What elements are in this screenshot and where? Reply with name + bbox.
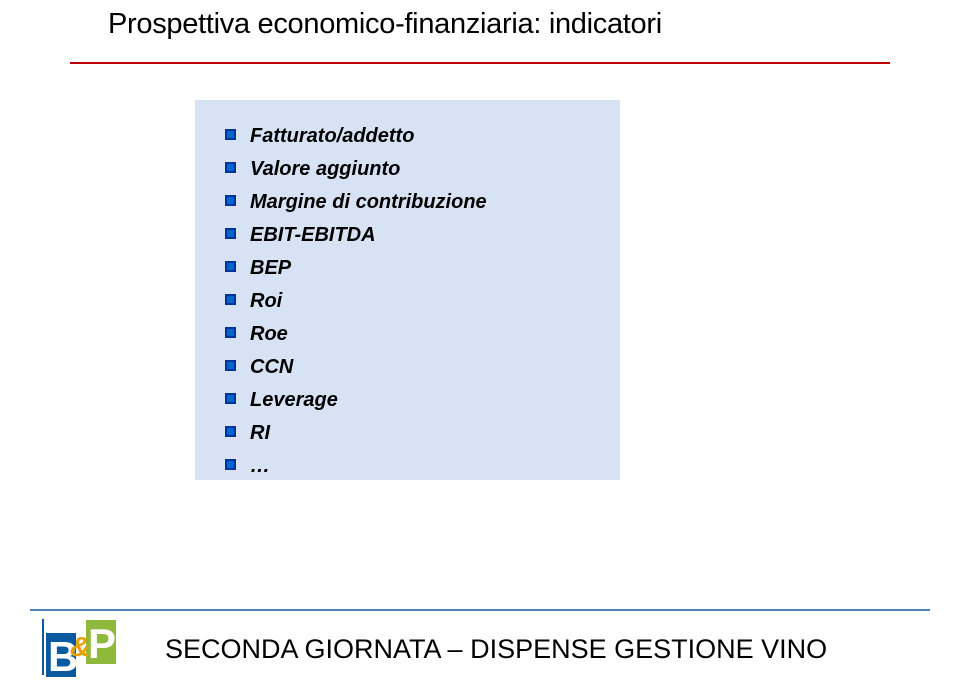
list-item: Roe <box>225 320 590 349</box>
item-text: … <box>250 452 270 481</box>
bullet-icon <box>225 261 236 272</box>
item-text: Fatturato/addetto <box>250 122 414 151</box>
list-item: Fatturato/addetto <box>225 122 590 151</box>
footer-text: SECONDA GIORNATA – DISPENSE GESTIONE VIN… <box>165 634 827 665</box>
footer-line <box>30 609 930 611</box>
list-item: BEP <box>225 254 590 283</box>
bullet-icon <box>225 195 236 206</box>
bullet-icon <box>225 129 236 140</box>
item-text: Valore aggiunto <box>250 155 400 184</box>
title-underline <box>70 62 890 64</box>
item-text: CCN <box>250 353 293 382</box>
item-text: RI <box>250 419 270 448</box>
item-text: Roi <box>250 287 282 316</box>
logo: Consulenti di direzione B P & <box>28 616 143 683</box>
svg-text:P: P <box>88 620 116 667</box>
bullet-icon <box>225 393 236 404</box>
bullet-icon <box>225 162 236 173</box>
list-item: Leverage <box>225 386 590 415</box>
bullet-icon <box>225 228 236 239</box>
item-text: Margine di contribuzione <box>250 188 487 217</box>
list-item: RI <box>225 419 590 448</box>
svg-text:&: & <box>70 631 90 662</box>
item-text: Roe <box>250 320 288 349</box>
slide-title: Prospettiva economico-finanziaria: indic… <box>108 8 662 41</box>
items-list: Fatturato/addetto Valore aggiunto Margine … <box>225 122 590 481</box>
list-item: Roi <box>225 287 590 316</box>
bullet-icon <box>225 459 236 470</box>
list-item: Valore aggiunto <box>225 155 590 184</box>
bullet-icon <box>225 360 236 371</box>
list-item: Margine di contribuzione <box>225 188 590 217</box>
item-text: BEP <box>250 254 291 283</box>
item-text: Leverage <box>250 386 338 415</box>
svg-text:Consulenti di direzione: Consulenti di direzione <box>28 616 30 664</box>
item-text: EBIT-EBITDA <box>250 221 376 250</box>
bullet-icon <box>225 426 236 437</box>
list-item: CCN <box>225 353 590 382</box>
list-item: … <box>225 452 590 481</box>
content-box: Fatturato/addetto Valore aggiunto Margine … <box>195 100 620 480</box>
list-item: EBIT-EBITDA <box>225 221 590 250</box>
bullet-icon <box>225 327 236 338</box>
bullet-icon <box>225 294 236 305</box>
